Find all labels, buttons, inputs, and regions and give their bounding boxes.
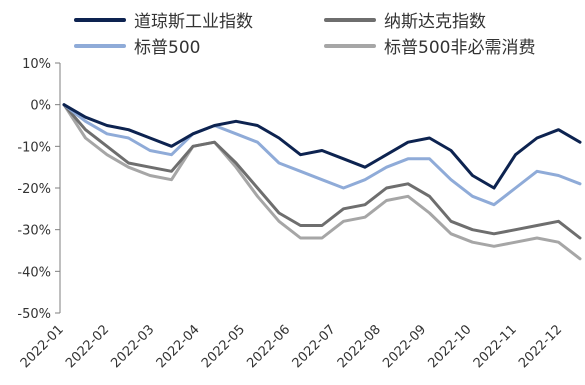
chart-legend: 道琼斯工业指数 纳斯达克指数 标普500 标普500非必需消费 [0,0,585,60]
x-tick-label: 2022-03 [108,322,157,371]
x-tick-label: 2022-10 [426,322,475,371]
x-tick-label: 2022-02 [63,322,112,371]
y-tick-label: -40% [17,265,51,280]
series-line-0 [62,103,582,190]
x-tick-label: 2022-07 [290,322,339,371]
x-tick-label: 2022-11 [471,322,520,371]
legend-item-nasdaq: 纳斯达克指数 [324,7,486,32]
series-line-2 [62,103,582,240]
legend-label-sp500-discretionary: 标普500非必需消费 [384,38,536,58]
legend-label-nasdaq: 纳斯达克指数 [384,12,486,32]
x-tick-label: 2022-04 [154,322,203,371]
y-tick-label: -30% [17,224,51,239]
y-tick-label: 10% [22,57,51,72]
legend-swatch-sp500 [74,43,126,48]
x-tick-label: 2022-12 [516,322,565,371]
legend-swatch-sp500-discretionary [324,43,376,48]
x-tick-label: 2022-06 [244,322,293,371]
legend-label-sp500: 标普500 [134,38,201,58]
y-tick-label: -20% [17,182,51,197]
legend-label-dow: 道琼斯工业指数 [134,12,253,32]
x-tick-label: 2022-09 [380,322,429,371]
y-tick-label: 0% [30,99,51,114]
series-line-3 [62,103,582,261]
x-tick-label: 2022-08 [335,322,384,371]
legend-item-dow: 道琼斯工业指数 [74,7,253,32]
legend-item-sp500-discretionary: 标普500非必需消费 [324,33,535,58]
legend-item-sp500: 标普500 [74,33,200,58]
x-tick-label: 2022-05 [199,322,248,371]
y-tick-label: -50% [17,307,51,322]
x-tick-label: 2022-01 [18,322,67,371]
legend-swatch-nasdaq [324,17,376,22]
y-tick-label: -10% [17,140,51,155]
series-line-1 [62,103,582,207]
legend-swatch-dow [74,17,126,22]
